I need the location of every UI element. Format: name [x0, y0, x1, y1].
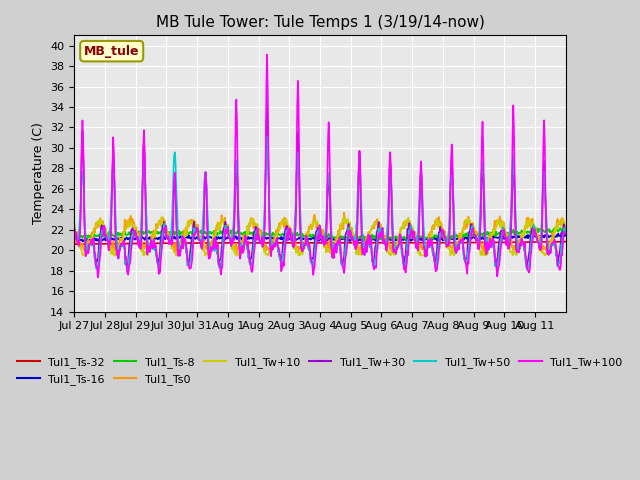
Tul1_Tw+100 — [372, 264, 380, 269]
Tul1_Tw+50 — [128, 235, 136, 240]
Tul1_Ts-32 — [218, 240, 226, 246]
Tul1_Tw+10 — [70, 222, 78, 228]
Tul1_Ts-16 — [371, 237, 378, 243]
Line: Tul1_Tw+50: Tul1_Tw+50 — [74, 136, 566, 273]
Tul1_Ts0 — [340, 210, 348, 216]
Tul1_Tw+30 — [562, 231, 570, 237]
Tul1_Tw+100 — [263, 52, 271, 58]
Tul1_Ts-32 — [371, 240, 378, 246]
Tul1_Tw+30 — [129, 225, 136, 231]
Tul1_Ts-8 — [404, 238, 412, 243]
Tul1_Ts-16 — [562, 231, 570, 237]
Y-axis label: Temperature (C): Temperature (C) — [31, 122, 45, 225]
Tul1_Tw+100 — [129, 238, 136, 243]
Tul1_Tw+50 — [70, 229, 78, 235]
Tul1_Ts0 — [70, 224, 78, 230]
Tul1_Ts0 — [399, 222, 407, 228]
Tul1_Tw+10 — [157, 214, 165, 220]
Tul1_Ts-16 — [559, 231, 566, 237]
Tul1_Ts-16 — [399, 237, 406, 242]
Tul1_Ts0 — [266, 251, 273, 257]
Tul1_Ts-8 — [70, 235, 78, 240]
Tul1_Tw+10 — [372, 220, 380, 226]
Tul1_Ts-32 — [261, 240, 269, 246]
Tul1_Tw+100 — [562, 231, 570, 237]
Tul1_Tw+10 — [399, 223, 407, 228]
Tul1_Ts-8 — [398, 235, 406, 241]
Line: Tul1_Tw+30: Tul1_Tw+30 — [74, 106, 566, 268]
Title: MB Tule Tower: Tule Temps 1 (3/19/14-now): MB Tule Tower: Tule Temps 1 (3/19/14-now… — [156, 15, 484, 30]
Line: Tul1_Ts-16: Tul1_Ts-16 — [74, 234, 566, 241]
Line: Tul1_Ts0: Tul1_Ts0 — [74, 213, 566, 254]
Tul1_Tw+30 — [124, 265, 131, 271]
Tul1_Tw+100 — [399, 256, 407, 262]
Tul1_Ts-32 — [243, 240, 250, 246]
Tul1_Tw+10 — [262, 252, 270, 257]
Tul1_Tw+30 — [243, 246, 251, 252]
Tul1_Ts-16 — [243, 235, 250, 241]
Tul1_Ts0 — [128, 221, 136, 227]
Tul1_Tw+30 — [262, 162, 269, 168]
Tul1_Tw+10 — [562, 223, 570, 228]
Tul1_Ts0 — [243, 234, 250, 240]
Tul1_Ts-16 — [128, 236, 136, 241]
Tul1_Tw+50 — [399, 251, 406, 256]
Tul1_Ts-8 — [128, 232, 136, 238]
Line: Tul1_Ts-8: Tul1_Ts-8 — [74, 228, 566, 240]
Tul1_Ts-8 — [261, 233, 269, 239]
Tul1_Tw+100 — [94, 275, 102, 280]
Tul1_Ts0 — [261, 244, 269, 250]
Tul1_Ts-8 — [562, 229, 570, 235]
Line: Tul1_Tw+100: Tul1_Tw+100 — [74, 55, 566, 277]
Tul1_Tw+50 — [243, 241, 250, 247]
Tul1_Ts-8 — [218, 229, 226, 235]
Tul1_Tw+10 — [244, 231, 252, 237]
Tul1_Tw+30 — [219, 229, 227, 235]
Tul1_Ts0 — [372, 219, 380, 225]
Tul1_Tw+100 — [262, 142, 269, 148]
Tul1_Tw+50 — [493, 270, 501, 276]
Tul1_Ts-8 — [371, 233, 378, 239]
Tul1_Ts-32 — [398, 240, 406, 246]
Tul1_Tw+10 — [220, 216, 227, 222]
Tul1_Tw+100 — [70, 229, 78, 235]
Tul1_Ts-16 — [261, 235, 269, 240]
Tul1_Ts0 — [218, 219, 226, 225]
Tul1_Tw+50 — [562, 231, 570, 237]
Tul1_Tw+100 — [243, 243, 251, 249]
Tul1_Tw+10 — [80, 252, 88, 258]
Tul1_Ts-8 — [556, 225, 564, 231]
Tul1_Tw+30 — [399, 260, 407, 266]
Tul1_Tw+50 — [263, 133, 271, 139]
Legend: Tul1_Ts-32, Tul1_Ts-16, Tul1_Ts-8, Tul1_Ts0, Tul1_Tw+10, Tul1_Tw+30, Tul1_Tw+50,: Tul1_Ts-32, Tul1_Ts-16, Tul1_Ts-8, Tul1_… — [13, 353, 627, 389]
Tul1_Ts-8 — [243, 232, 250, 238]
Tul1_Tw+50 — [218, 254, 226, 260]
Tul1_Tw+30 — [372, 243, 380, 249]
Tul1_Ts-32 — [70, 241, 78, 247]
Tul1_Ts-16 — [218, 235, 226, 240]
Tul1_Ts-32 — [562, 239, 570, 244]
Line: Tul1_Tw+10: Tul1_Tw+10 — [74, 217, 566, 255]
Tul1_Ts-16 — [372, 239, 380, 244]
Tul1_Tw+50 — [261, 185, 269, 191]
Tul1_Tw+10 — [129, 224, 136, 230]
Line: Tul1_Ts-32: Tul1_Ts-32 — [74, 241, 566, 244]
Tul1_Tw+50 — [371, 257, 379, 263]
Tul1_Tw+100 — [219, 252, 227, 257]
Tul1_Ts-16 — [70, 237, 78, 242]
Tul1_Ts-32 — [128, 240, 136, 246]
Tul1_Ts0 — [562, 225, 570, 230]
Text: MB_tule: MB_tule — [84, 45, 140, 58]
Tul1_Tw+30 — [70, 229, 78, 235]
Tul1_Tw+30 — [263, 103, 271, 108]
